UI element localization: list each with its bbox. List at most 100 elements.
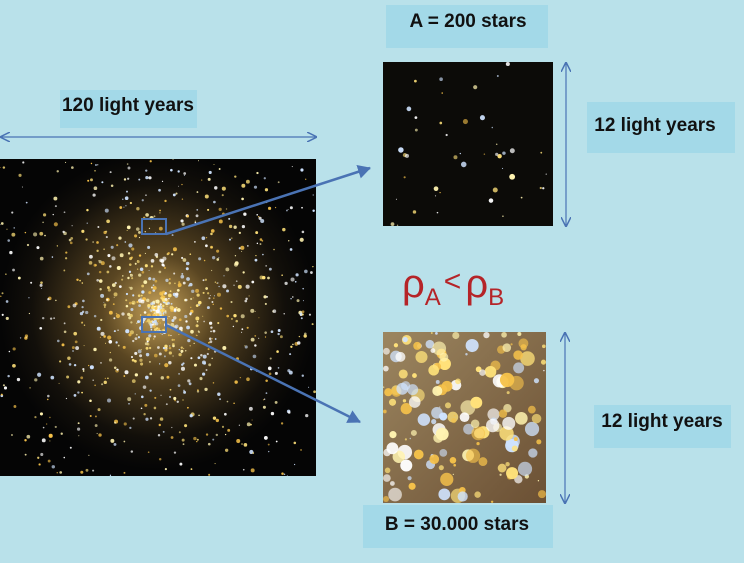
star <box>47 298 50 301</box>
star <box>154 279 158 283</box>
star <box>71 166 74 169</box>
star <box>170 168 173 172</box>
star <box>165 312 167 314</box>
star <box>144 231 146 233</box>
star <box>87 179 90 182</box>
star <box>5 300 9 303</box>
star <box>159 209 161 212</box>
star <box>93 314 97 318</box>
star <box>2 384 5 387</box>
star <box>121 278 124 281</box>
star <box>261 239 264 242</box>
star <box>161 314 164 317</box>
star <box>457 491 468 502</box>
star <box>56 170 59 173</box>
star <box>403 176 406 179</box>
star <box>210 330 212 333</box>
star <box>474 491 481 498</box>
star <box>180 329 183 332</box>
star <box>89 399 92 403</box>
star <box>431 419 437 425</box>
star <box>221 186 226 191</box>
star <box>139 267 144 272</box>
star <box>154 306 158 310</box>
star <box>203 362 207 365</box>
star <box>118 285 122 288</box>
star <box>400 459 413 472</box>
star <box>127 276 130 280</box>
star <box>243 212 247 216</box>
star <box>198 257 202 261</box>
region-a-marker <box>141 218 167 235</box>
star <box>479 115 485 121</box>
star <box>38 463 41 466</box>
star <box>292 343 294 346</box>
star <box>226 314 230 318</box>
star <box>144 342 148 346</box>
star <box>107 377 109 380</box>
star <box>212 303 214 306</box>
star <box>190 297 193 301</box>
star <box>211 255 216 260</box>
star <box>290 277 295 282</box>
star <box>85 468 89 472</box>
star <box>53 222 58 227</box>
star <box>296 341 301 345</box>
star <box>212 416 217 420</box>
star <box>217 392 221 396</box>
star <box>190 357 193 360</box>
star <box>207 208 210 211</box>
star <box>0 393 3 396</box>
star <box>234 380 238 384</box>
star <box>301 206 303 209</box>
star <box>196 293 200 297</box>
star <box>155 299 160 304</box>
star <box>390 481 395 486</box>
star <box>158 458 162 461</box>
star <box>126 190 128 193</box>
star <box>129 257 133 261</box>
star <box>173 396 177 401</box>
star <box>169 290 172 293</box>
star <box>123 471 126 474</box>
star <box>140 407 143 410</box>
star <box>150 328 153 331</box>
star <box>388 487 402 502</box>
star <box>183 390 187 394</box>
star <box>97 164 99 166</box>
star <box>172 292 177 297</box>
star <box>496 75 499 77</box>
star <box>239 377 242 379</box>
star <box>210 246 213 249</box>
star <box>219 307 223 310</box>
star <box>164 468 167 471</box>
star <box>543 369 545 372</box>
star <box>300 317 303 320</box>
star <box>5 273 7 275</box>
star <box>286 209 288 212</box>
star <box>533 378 540 384</box>
star <box>152 308 156 312</box>
star <box>150 320 153 323</box>
star <box>108 358 113 362</box>
star <box>195 304 199 307</box>
star <box>80 470 84 474</box>
star <box>202 315 204 317</box>
star <box>155 309 160 314</box>
star <box>145 176 149 180</box>
star <box>254 344 257 347</box>
star <box>213 297 215 299</box>
star <box>169 388 172 391</box>
star <box>281 274 283 277</box>
star <box>162 264 166 267</box>
star <box>148 269 150 272</box>
star <box>174 399 176 402</box>
star <box>453 155 458 160</box>
star <box>288 240 290 242</box>
star <box>187 284 191 287</box>
star <box>263 295 267 299</box>
star <box>259 243 262 245</box>
star <box>258 337 260 339</box>
region-b-marker <box>141 316 167 333</box>
star <box>63 456 66 459</box>
